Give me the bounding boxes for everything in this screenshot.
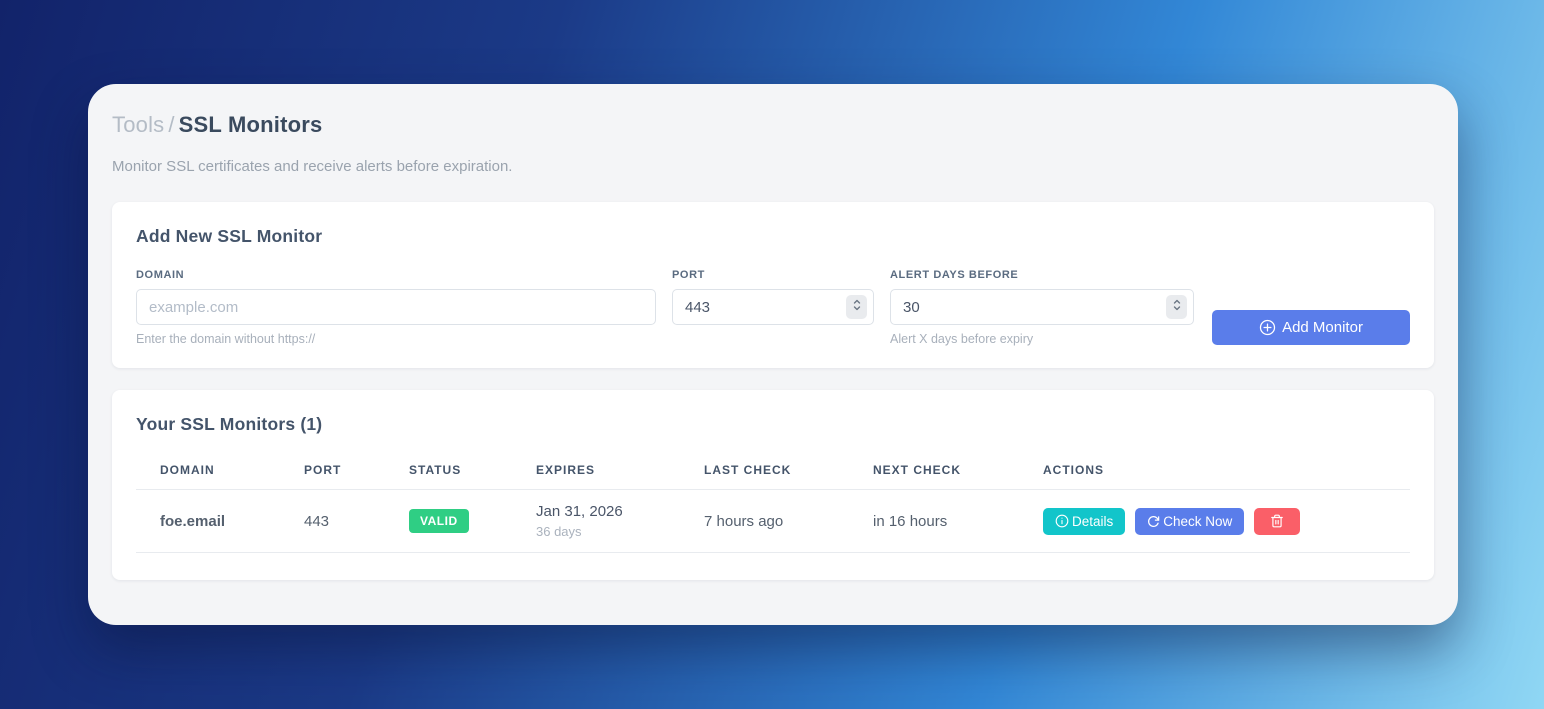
port-label: PORT <box>672 269 705 281</box>
monitors-heading: Your SSL Monitors (1) <box>136 414 323 434</box>
monitors-panel: Your SSL Monitors (1) DOMAIN PORT STATUS… <box>112 390 1434 580</box>
actions-cell: Details Check Now <box>1043 507 1402 535</box>
add-monitor-button-label: Add Monitor <box>1282 319 1363 336</box>
domain-input[interactable] <box>136 289 656 325</box>
column-header-status: STATUS <box>385 451 512 490</box>
add-monitor-button[interactable]: Add Monitor <box>1212 310 1410 345</box>
plus-circle-icon <box>1259 319 1276 336</box>
port-input[interactable] <box>672 289 874 325</box>
add-monitor-heading: Add New SSL Monitor <box>136 226 323 246</box>
breadcrumb-separator: / <box>168 112 175 137</box>
check-now-button[interactable]: Check Now <box>1135 507 1245 535</box>
monitor-next-check: in 16 hours <box>849 489 1019 553</box>
page-subtitle: Monitor SSL certificates and receive ale… <box>112 158 513 175</box>
chevron-up-down-icon <box>852 298 862 317</box>
column-header-port: PORT <box>280 451 385 490</box>
info-circle-icon <box>1055 514 1069 528</box>
status-badge: VALID <box>409 509 469 533</box>
details-button-label: Details <box>1072 513 1114 529</box>
domain-label: DOMAIN <box>136 269 185 281</box>
column-header-actions: ACTIONS <box>1019 451 1410 490</box>
refresh-icon <box>1147 515 1160 528</box>
breadcrumb: Tools / SSL Monitors <box>112 110 1434 140</box>
domain-field-group: DOMAIN Enter the domain without https:// <box>136 269 656 346</box>
main-card: Tools / SSL Monitors Monitor SSL certifica… <box>88 84 1458 625</box>
table-header-row: DOMAIN PORT STATUS EXPIRES LAST CHECK NE… <box>136 451 1410 490</box>
breadcrumb-tools-link[interactable]: Tools <box>112 112 165 137</box>
monitor-last-check: 7 hours ago <box>680 489 849 553</box>
table-row: foe.email 443 VALID Jan 31, 2026 36 days… <box>136 489 1410 553</box>
port-field-group: PORT <box>672 269 874 325</box>
monitor-expires-days: 36 days <box>536 524 582 539</box>
alert-days-label: ALERT DAYS BEFORE <box>890 269 1019 281</box>
monitor-port: 443 <box>280 489 385 553</box>
monitor-expires-date: Jan 31, 2026 <box>536 503 623 520</box>
trash-icon <box>1270 514 1284 528</box>
chevron-up-down-icon <box>1172 298 1182 317</box>
check-now-button-label: Check Now <box>1163 513 1233 529</box>
port-stepper[interactable] <box>846 295 867 319</box>
alert-days-stepper[interactable] <box>1166 295 1187 319</box>
add-monitor-panel: Add New SSL Monitor DOMAIN Enter the dom… <box>112 202 1434 368</box>
column-header-expires: EXPIRES <box>512 451 680 490</box>
add-monitor-form: DOMAIN Enter the domain without https://… <box>136 269 1410 346</box>
delete-button[interactable] <box>1254 507 1301 535</box>
column-header-domain: DOMAIN <box>136 451 280 490</box>
column-header-last-check: LAST CHECK <box>680 451 849 490</box>
domain-helper-text: Enter the domain without https:// <box>136 332 316 346</box>
alert-days-helper-text: Alert X days before expiry <box>890 332 1034 346</box>
monitor-domain: foe.email <box>136 489 280 553</box>
page-title: SSL Monitors <box>178 112 323 137</box>
monitors-table: DOMAIN PORT STATUS EXPIRES LAST CHECK NE… <box>136 451 1410 553</box>
details-button[interactable]: Details <box>1043 507 1126 535</box>
column-header-next-check: NEXT CHECK <box>849 451 1019 490</box>
alert-days-input[interactable] <box>890 289 1194 325</box>
alert-days-field-group: ALERT DAYS BEFORE Alert X days before ex… <box>890 269 1194 346</box>
